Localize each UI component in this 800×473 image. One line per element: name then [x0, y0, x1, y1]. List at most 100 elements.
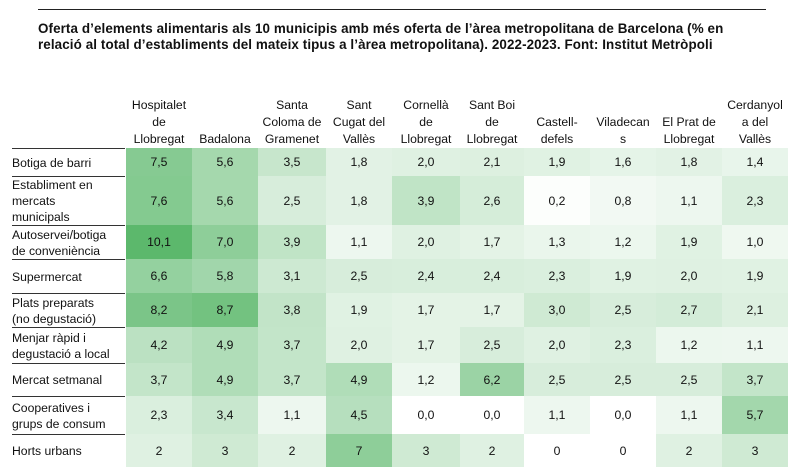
heatmap-cell: 0 [590, 434, 656, 467]
heatmap-cell: 7,5 [126, 148, 192, 176]
chart-title: Oferta d’elements alimentaris als 10 mun… [38, 21, 724, 52]
row-divider [12, 396, 125, 397]
column-header-santa-coloma-de-gramenet: Santa Coloma de Gramenet [258, 73, 326, 148]
heatmap-cell: 3,9 [392, 176, 460, 225]
heatmap-cell: 6,6 [126, 259, 192, 293]
heatmap-cell: 2,4 [460, 259, 524, 293]
column-header-line: Castell- [536, 115, 578, 129]
heatmap-cell: 1,9 [656, 225, 722, 259]
column-header-line: Sant [346, 98, 372, 112]
heatmap-cell: 2 [258, 434, 326, 467]
heatmap-cell: 2,0 [524, 327, 590, 363]
heatmap-cell: 0,0 [392, 396, 460, 434]
heatmap-cell: 2,0 [326, 327, 392, 363]
heatmap-cell: 1,0 [722, 225, 788, 259]
heatmap-cell: 4,9 [326, 363, 392, 396]
heatmap-cell: 1,7 [392, 327, 460, 363]
row-label-supermercat: Supermercat [12, 260, 126, 293]
heatmap-cell: 2 [656, 434, 722, 467]
heatmap-cell: 2,4 [392, 259, 460, 293]
column-header-line: Sant Boi [468, 98, 516, 112]
heatmap-cell: 3,4 [192, 396, 258, 434]
row-divider [12, 327, 125, 328]
heatmap-cell: 2,0 [392, 225, 460, 259]
column-header-line: Cornellà [403, 98, 449, 112]
heatmap-cell: 1,8 [326, 148, 392, 176]
heatmap-cell: 2,5 [590, 363, 656, 396]
column-header-cerdanyol-a-del-valles: Cerdanyol a del Vallès [722, 73, 788, 148]
heatmap-cell: 1,2 [656, 327, 722, 363]
row-label-line: Cooperatives i [12, 400, 90, 415]
heatmap-cell: 2,1 [460, 148, 524, 176]
column-header-line: Cugat del [332, 115, 386, 129]
heatmap-cell: 1,1 [656, 176, 722, 225]
heatmap-cell: 10,1 [126, 225, 192, 259]
heatmap-cell: 3,7 [258, 363, 326, 396]
column-header-line: Llobregat [466, 132, 518, 146]
heatmap-cell: 3,9 [258, 225, 326, 259]
heatmap-cell: 5,8 [192, 259, 258, 293]
column-header-line: de [152, 115, 166, 129]
row-label-line: (no degustació) [12, 311, 97, 326]
column-header-castell-defels: Castell-defels [524, 73, 590, 148]
heatmap-cell: 1,2 [590, 225, 656, 259]
column-header-line: Cerdanyol [727, 98, 783, 112]
heatmap-cell: 1,7 [460, 293, 524, 327]
heatmap-cell: 1,1 [258, 396, 326, 434]
heatmap-cell: 1,9 [590, 259, 656, 293]
heatmap-cell: 6,2 [460, 363, 524, 396]
row-label-line: grups de consum [12, 416, 106, 431]
heatmap-cell: 1,9 [524, 148, 590, 176]
row-divider [12, 225, 125, 226]
column-header-badalona: Badalona [192, 73, 258, 148]
row-label-plats-preparats-no-degustacio: Plats preparats (no degustació) [12, 294, 126, 327]
heatmap-cell: 0,8 [590, 176, 656, 225]
heatmap-cell: 3,7 [258, 327, 326, 363]
heatmap-cell: 2,5 [590, 293, 656, 327]
heatmap-cell: 1,6 [590, 148, 656, 176]
heatmap-cell: 2,3 [590, 327, 656, 363]
heatmap-cell: 2,0 [392, 148, 460, 176]
heatmap-cell: 1,1 [656, 396, 722, 434]
row-divider [12, 176, 125, 177]
column-header-line: Llobregat [133, 132, 185, 146]
heatmap-cell: 4,9 [192, 363, 258, 396]
heatmap-cell: 2,6 [460, 176, 524, 225]
row-label-line: de conveniència [12, 243, 101, 258]
row-label-autoservei-botiga-de-conveniencia: Autoservei/botiga de conveniència [12, 226, 126, 259]
column-header-cornella-de-llobregat: Cornellà de Llobregat [392, 73, 460, 148]
column-header-line: Vallès [342, 132, 376, 146]
column-header-line: defels [540, 132, 574, 146]
heatmap-cell: 2,7 [656, 293, 722, 327]
column-header-viladecan-s: Viladecan s [590, 73, 656, 148]
heatmap-cell: 4,9 [192, 327, 258, 363]
column-header-line: Santa [276, 98, 308, 112]
heatmap-cell: 2,5 [326, 259, 392, 293]
heatmap-cell: 7,6 [126, 176, 192, 225]
row-divider [12, 259, 125, 260]
heatmap-cell: 3 [722, 434, 788, 467]
heatmap-cell: 1,9 [326, 293, 392, 327]
column-header-line: Viladecan [596, 115, 650, 129]
column-header-line: de [485, 115, 499, 129]
column-header-line: a del [741, 115, 769, 129]
heatmap-cell: 0,0 [460, 396, 524, 434]
top-rule [38, 9, 766, 10]
heatmap-cell: 3 [392, 434, 460, 467]
column-header-line: Llobregat [663, 132, 715, 146]
row-label-line: Mercat setmanal [12, 373, 103, 387]
heatmap-cell: 7,0 [192, 225, 258, 259]
heatmap-cell: 8,2 [126, 293, 192, 327]
heatmap-cell: 2,1 [722, 293, 788, 327]
heatmap-cell: 3,1 [258, 259, 326, 293]
column-header-line: El Prat de [662, 115, 716, 129]
row-divider [12, 293, 125, 294]
heatmap-cell: 2,5 [656, 363, 722, 396]
row-label-menjar-rapid-i-degustacio-a-local: Menjar ràpid i degustació a local [12, 328, 126, 363]
heatmap-cell: 2,5 [460, 327, 524, 363]
row-label-mercat-setmanal: Mercat setmanal [12, 364, 126, 396]
column-header-line: Llobregat [400, 132, 452, 146]
heatmap-cell: 2,0 [656, 259, 722, 293]
heatmap-cell: 8,7 [192, 293, 258, 327]
heatmap-cell: 2 [126, 434, 192, 467]
